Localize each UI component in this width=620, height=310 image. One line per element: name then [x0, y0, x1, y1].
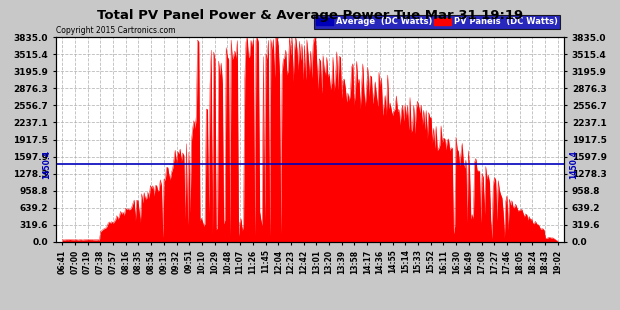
Text: Total PV Panel Power & Average Power Tue Mar 31 19:19: Total PV Panel Power & Average Power Tue…: [97, 9, 523, 22]
Legend: Average  (DC Watts), PV Panels  (DC Watts): Average (DC Watts), PV Panels (DC Watts): [314, 15, 560, 29]
Text: Copyright 2015 Cartronics.com: Copyright 2015 Cartronics.com: [56, 26, 175, 35]
Text: 1450.4: 1450.4: [42, 150, 51, 179]
Text: 1450.4: 1450.4: [569, 150, 578, 179]
